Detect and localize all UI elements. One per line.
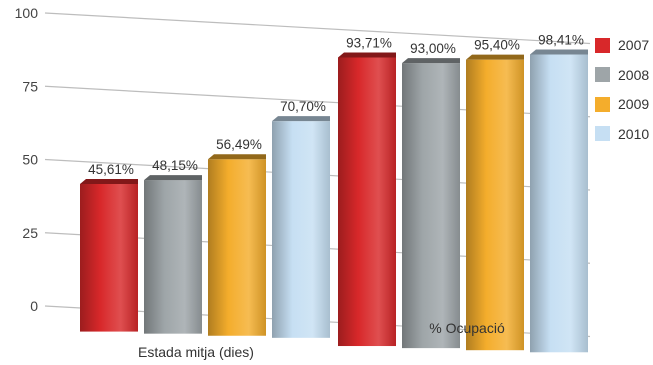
category-label-1: % Ocupació xyxy=(429,320,505,336)
bar-top-2007-0 xyxy=(80,178,138,184)
data-label-2010-1: 98,41% xyxy=(538,32,584,47)
bar-2007-1 xyxy=(338,57,396,347)
legend-swatch-2007 xyxy=(595,37,610,53)
bar-top-2008-1 xyxy=(402,58,460,64)
bar-top-2008-0 xyxy=(144,175,202,181)
bar-2010-1 xyxy=(530,54,588,353)
data-label-2007-0: 45,61% xyxy=(88,162,134,177)
data-label-2008-1: 93,00% xyxy=(410,41,456,56)
data-label-2010-0: 70,70% xyxy=(280,99,326,114)
bar-2008-1 xyxy=(402,63,460,349)
legend-label-2009: 2009 xyxy=(618,96,650,112)
data-label-2009-0: 56,49% xyxy=(216,137,262,152)
bar-2007-0 xyxy=(80,183,138,332)
bar-top-2009-0 xyxy=(208,154,266,160)
legend-label-2010: 2010 xyxy=(618,125,650,142)
data-label-2009-1: 95,40% xyxy=(474,38,520,53)
y-tick-label-100: 100 xyxy=(15,5,39,21)
legend-item-2007: 2007 xyxy=(595,37,653,53)
legend-label-2007: 2007 xyxy=(618,37,650,53)
y-tick-label-50: 50 xyxy=(22,152,38,168)
bar-2008-0 xyxy=(144,180,202,334)
legend-swatch-2010 xyxy=(595,126,610,141)
bar-2010-0 xyxy=(272,121,330,338)
legend-item-2009: 2009 xyxy=(595,96,653,112)
legend-item-2010: 2010 xyxy=(595,126,653,142)
y-tick-label-0: 0 xyxy=(30,298,38,314)
y-tick-label-25: 25 xyxy=(22,225,38,241)
y-tick-label-75: 75 xyxy=(22,78,38,94)
bar-2009-0 xyxy=(208,159,266,336)
bar-top-2009-1 xyxy=(466,54,524,60)
bar-top-2010-0 xyxy=(272,116,330,122)
legend-label-2008: 2008 xyxy=(618,66,650,83)
category-label-0: Estada mitja (dies) xyxy=(138,344,254,360)
data-label-2008-0: 48,15% xyxy=(152,158,198,173)
gridline-100 xyxy=(44,12,591,45)
legend-swatch-2009 xyxy=(595,96,610,112)
bar-top-2007-1 xyxy=(338,52,396,58)
legend-item-2008: 2008 xyxy=(595,67,653,83)
legend-swatch-2008 xyxy=(595,67,610,82)
legend: 2007 2008 2009 2010 xyxy=(595,37,653,155)
data-label-2007-1: 93,71% xyxy=(346,35,392,50)
bar-2009-1 xyxy=(466,59,524,351)
bar-top-2010-1 xyxy=(530,49,588,55)
